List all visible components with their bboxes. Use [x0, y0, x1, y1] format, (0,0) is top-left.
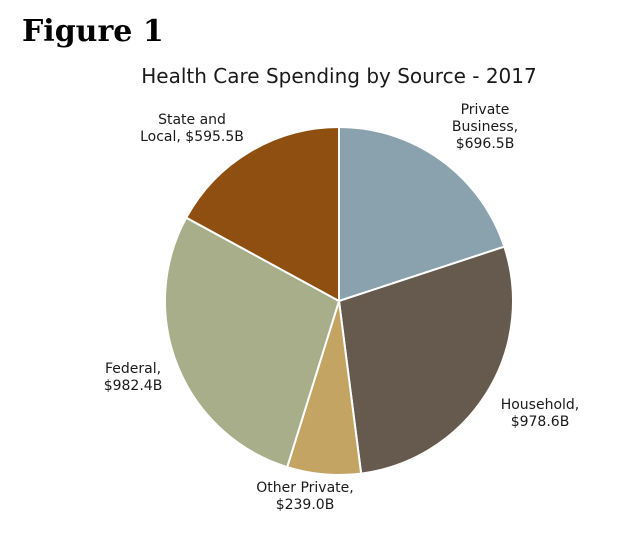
slice-label-line: State and — [158, 112, 226, 128]
pie-slice-private-business — [338, 125, 506, 303]
pie-slice-federal — [164, 216, 341, 469]
slice-label-line: Federal, — [105, 361, 161, 377]
slice-label-line: Local, $595.5B — [140, 129, 244, 145]
slice-label-line: Household, — [501, 397, 580, 413]
slice-label-line: $696.5B — [456, 136, 515, 152]
pie-slice-household — [337, 245, 514, 475]
slice-label-other-private: Other Private, $239.0B — [256, 480, 353, 513]
slice-label-private-business: Private Business, $696.5B — [452, 102, 518, 152]
slice-label-line: $978.6B — [511, 414, 570, 430]
slice-label-state-and-local: State and Local, $595.5B — [140, 112, 244, 145]
slice-labels: Private Business, $696.5B Household, $978.6B… — [104, 102, 580, 513]
chart-title: Health Care Spending by Source - 2017 — [141, 64, 536, 88]
figure-label: Figure 1 — [22, 14, 164, 49]
slice-label-line: Private — [461, 102, 510, 118]
slice-label-federal: Federal, $982.4B — [104, 361, 163, 394]
slice-label-line: $239.0B — [276, 497, 335, 513]
slice-label-line: Other Private, — [256, 480, 353, 496]
pie-slice-state-and-local — [184, 125, 340, 303]
slice-label-line: $982.4B — [104, 378, 163, 394]
pie-slices — [164, 125, 514, 477]
slice-label-household: Household, $978.6B — [501, 397, 580, 430]
slice-label-line: Business, — [452, 119, 518, 135]
